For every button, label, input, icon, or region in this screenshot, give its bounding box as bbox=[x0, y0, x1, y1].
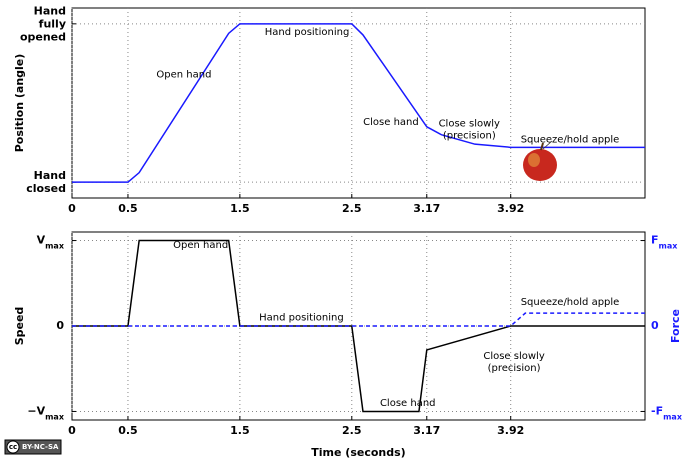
y-tick-label: Hand fully opened bbox=[19, 4, 66, 44]
tick-label-main: F bbox=[651, 234, 659, 247]
y-tick-label: 0 bbox=[56, 319, 64, 332]
tick-label-main: -F bbox=[651, 404, 663, 417]
x-tick-label: 2.5 bbox=[342, 424, 362, 437]
annotation: Hand positioning bbox=[259, 312, 344, 323]
x-tick-label: 3.92 bbox=[497, 424, 524, 437]
x-tick-label: 3.17 bbox=[413, 424, 440, 437]
annotation: (precision) bbox=[488, 363, 541, 374]
y-tick-label: −Vmax bbox=[27, 404, 64, 421]
annotation: Open hand bbox=[173, 240, 228, 251]
annotation: Open hand bbox=[156, 70, 211, 81]
y-tick-label: Vmax bbox=[37, 234, 65, 251]
x-tick-label: 1.5 bbox=[230, 202, 250, 215]
annotation: Close hand bbox=[380, 398, 436, 409]
annotation: Squeeze/hold apple bbox=[521, 297, 620, 308]
x-tick-label: 0 bbox=[68, 424, 76, 437]
tick-label-main: −V bbox=[27, 404, 45, 417]
annotation: Close slowly bbox=[483, 351, 544, 362]
y-axis-title: Position (angle) bbox=[13, 54, 26, 153]
x-tick-label: 0 bbox=[68, 202, 76, 215]
y-tick-label: Hand closed bbox=[26, 169, 66, 196]
license-badge: cc BY-NC-SA bbox=[4, 439, 62, 455]
y2-axis-title: Force bbox=[669, 309, 682, 343]
apple-icon bbox=[523, 140, 557, 181]
x-tick-label: 1.5 bbox=[230, 424, 250, 437]
plot-frame bbox=[71, 7, 646, 199]
x-tick-label: 3.17 bbox=[413, 202, 440, 215]
y2-tick-label: -Fmax bbox=[651, 404, 683, 421]
license-icon: cc bbox=[9, 443, 17, 451]
annotation: (precision) bbox=[443, 131, 496, 142]
tick-label-sub: max bbox=[659, 241, 679, 250]
annotation: Hand positioning bbox=[265, 27, 350, 38]
x-tick-label: 0.5 bbox=[118, 202, 138, 215]
annotation: Squeeze/hold apple bbox=[521, 134, 620, 145]
tick-label-main: V bbox=[37, 234, 46, 247]
series-line bbox=[72, 312, 645, 327]
tick-label-sub: max bbox=[45, 241, 65, 250]
x-axis-title: Time (seconds) bbox=[311, 446, 405, 459]
x-tick-label: 3.92 bbox=[497, 202, 524, 215]
series-line bbox=[72, 239, 645, 413]
annotation: Close hand bbox=[363, 117, 419, 128]
annotation: Close slowly bbox=[439, 119, 500, 130]
license-text: BY-NC-SA bbox=[22, 443, 59, 451]
tick-label-sub: max bbox=[45, 412, 65, 421]
x-tick-label: 0.5 bbox=[118, 424, 138, 437]
y2-tick-label: Fmax bbox=[651, 234, 678, 251]
y2-tick-label: 0 bbox=[651, 319, 659, 332]
x-tick-label: 2.5 bbox=[342, 202, 362, 215]
tick-label-sub: max bbox=[663, 412, 683, 421]
series-line bbox=[72, 23, 645, 183]
y-axis-title: Speed bbox=[13, 307, 26, 346]
